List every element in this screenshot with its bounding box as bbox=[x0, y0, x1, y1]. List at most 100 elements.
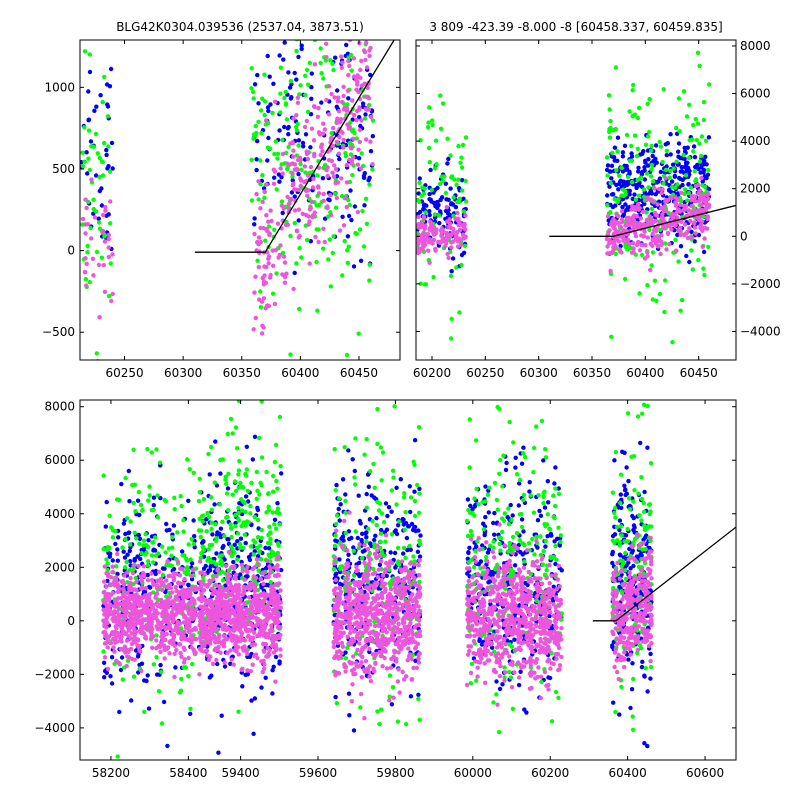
data-point-pink bbox=[316, 191, 322, 196]
data-point-pink bbox=[115, 639, 120, 644]
data-point-green bbox=[679, 297, 685, 303]
data-point-pink bbox=[285, 222, 290, 227]
data-point-blue bbox=[370, 134, 375, 139]
data-point-green bbox=[468, 528, 474, 534]
data-point-pink bbox=[303, 188, 309, 193]
data-point-pink bbox=[638, 216, 643, 221]
data-point-green bbox=[623, 576, 629, 582]
data-point-blue bbox=[237, 501, 242, 506]
data-point-green bbox=[605, 202, 610, 208]
data-point-green bbox=[209, 520, 214, 525]
data-point-green bbox=[150, 560, 156, 565]
data-point-blue bbox=[357, 115, 362, 120]
data-point-green bbox=[297, 306, 302, 312]
data-point-green bbox=[509, 644, 515, 649]
data-point-green bbox=[692, 169, 697, 174]
panel-title: 3 809 -423.39 -8.000 -8 [60458.337, 6045… bbox=[429, 20, 722, 34]
data-point-green bbox=[681, 152, 686, 158]
data-point-blue bbox=[629, 154, 635, 159]
data-point-green bbox=[80, 164, 86, 169]
data-point-blue bbox=[369, 493, 374, 498]
data-point-blue bbox=[303, 132, 309, 137]
data-point-green bbox=[104, 557, 109, 562]
data-point-pink bbox=[341, 137, 346, 143]
data-point-green bbox=[617, 540, 623, 545]
data-point-blue bbox=[358, 258, 364, 263]
data-point-pink bbox=[101, 263, 107, 268]
data-point-green bbox=[443, 190, 449, 196]
data-point-green bbox=[277, 414, 283, 420]
data-point-pink bbox=[368, 45, 373, 51]
data-point-pink bbox=[104, 584, 109, 589]
data-point-blue bbox=[361, 173, 367, 179]
data-point-pink bbox=[281, 206, 286, 211]
data-point-pink bbox=[181, 595, 186, 600]
data-point-green bbox=[235, 557, 240, 562]
data-point-blue bbox=[272, 517, 278, 522]
data-point-green bbox=[360, 208, 365, 214]
data-point-green bbox=[264, 510, 269, 515]
data-point-blue bbox=[333, 55, 338, 60]
data-point-green bbox=[467, 417, 472, 422]
data-point-green bbox=[425, 125, 431, 130]
data-point-blue bbox=[343, 650, 348, 655]
data-point-pink bbox=[699, 175, 704, 181]
data-point-blue bbox=[351, 728, 357, 733]
data-point-green bbox=[517, 477, 523, 483]
data-point-blue bbox=[418, 209, 423, 215]
data-point-pink bbox=[431, 237, 437, 243]
data-point-blue bbox=[668, 152, 673, 157]
data-point-green bbox=[254, 469, 259, 475]
data-point-green bbox=[294, 48, 299, 54]
data-point-green bbox=[484, 554, 489, 560]
data-point-green bbox=[290, 174, 295, 179]
data-point-green bbox=[136, 489, 142, 495]
data-point-blue bbox=[650, 153, 655, 159]
data-point-pink bbox=[320, 149, 325, 154]
data-point-green bbox=[267, 146, 273, 151]
data-point-blue bbox=[336, 506, 341, 512]
data-point-pink bbox=[364, 137, 369, 142]
data-point-pink bbox=[636, 207, 641, 212]
data-point-blue bbox=[235, 539, 240, 544]
data-point-blue bbox=[363, 531, 368, 536]
data-point-green bbox=[449, 316, 454, 322]
data-point-green bbox=[456, 177, 461, 182]
data-point-pink bbox=[418, 238, 423, 243]
data-point-pink bbox=[645, 195, 650, 200]
data-point-green bbox=[86, 128, 92, 133]
data-point-pink bbox=[105, 666, 111, 672]
data-point-green bbox=[613, 65, 619, 70]
data-point-blue bbox=[207, 472, 212, 477]
data-point-blue bbox=[266, 108, 271, 114]
data-point-green bbox=[343, 530, 348, 536]
data-point-blue bbox=[266, 135, 271, 141]
data-point-blue bbox=[525, 582, 530, 588]
data-point-green bbox=[517, 538, 522, 543]
data-point-pink bbox=[349, 161, 355, 166]
data-point-blue bbox=[535, 545, 540, 550]
data-point-blue bbox=[553, 561, 558, 567]
data-point-green bbox=[246, 520, 251, 525]
data-point-green bbox=[485, 492, 491, 497]
data-point-green bbox=[636, 491, 641, 496]
data-point-blue bbox=[668, 132, 673, 137]
data-point-green bbox=[361, 244, 367, 249]
data-point-pink bbox=[80, 216, 86, 222]
data-point-green bbox=[220, 578, 226, 583]
data-point-blue bbox=[556, 486, 561, 491]
data-point-green bbox=[610, 150, 615, 156]
data-point-blue bbox=[110, 558, 116, 563]
data-point-green bbox=[650, 179, 656, 184]
data-point-pink bbox=[266, 256, 271, 261]
data-point-pink bbox=[365, 85, 370, 91]
data-point-green bbox=[314, 259, 319, 265]
data-point-pink bbox=[256, 179, 261, 184]
data-point-green bbox=[623, 568, 628, 573]
data-point-blue bbox=[624, 166, 630, 172]
data-point-blue bbox=[642, 673, 647, 678]
data-point-green bbox=[663, 167, 669, 173]
data-point-green bbox=[249, 66, 254, 71]
data-point-green bbox=[506, 506, 511, 511]
data-point-green bbox=[541, 501, 546, 506]
